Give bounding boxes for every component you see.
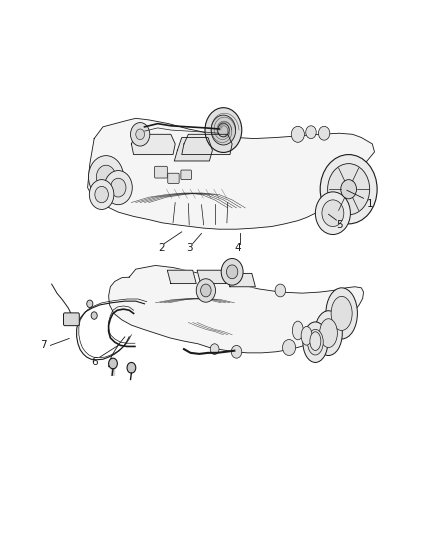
Ellipse shape xyxy=(303,322,328,362)
Circle shape xyxy=(291,126,304,142)
Circle shape xyxy=(201,284,211,297)
Circle shape xyxy=(104,171,132,205)
Circle shape xyxy=(109,358,117,369)
Circle shape xyxy=(221,259,243,285)
Circle shape xyxy=(127,362,136,373)
Circle shape xyxy=(322,200,344,227)
Text: 5: 5 xyxy=(336,220,343,230)
Ellipse shape xyxy=(326,288,357,339)
Circle shape xyxy=(110,178,126,197)
Polygon shape xyxy=(197,270,226,284)
Text: 2: 2 xyxy=(158,243,165,253)
Ellipse shape xyxy=(307,329,323,355)
Circle shape xyxy=(341,180,357,199)
Polygon shape xyxy=(174,138,212,161)
FancyBboxPatch shape xyxy=(181,170,191,180)
Circle shape xyxy=(89,180,114,209)
Circle shape xyxy=(275,284,286,297)
Ellipse shape xyxy=(301,326,312,345)
Circle shape xyxy=(196,279,215,302)
Circle shape xyxy=(95,187,108,203)
Polygon shape xyxy=(131,134,175,155)
Circle shape xyxy=(91,312,97,319)
Polygon shape xyxy=(109,265,364,353)
Ellipse shape xyxy=(310,332,321,351)
FancyBboxPatch shape xyxy=(168,173,179,183)
Circle shape xyxy=(88,156,124,198)
Ellipse shape xyxy=(314,311,343,356)
Text: 1: 1 xyxy=(367,199,374,208)
Circle shape xyxy=(328,164,370,215)
Polygon shape xyxy=(88,118,374,229)
Text: 6: 6 xyxy=(91,358,98,367)
Ellipse shape xyxy=(320,319,337,348)
Circle shape xyxy=(96,165,116,189)
Circle shape xyxy=(205,108,242,152)
Circle shape xyxy=(283,340,296,356)
Circle shape xyxy=(231,345,242,358)
Text: 4: 4 xyxy=(234,243,241,253)
Circle shape xyxy=(87,300,93,308)
FancyBboxPatch shape xyxy=(155,166,167,178)
Ellipse shape xyxy=(293,321,304,340)
Circle shape xyxy=(211,115,236,145)
Polygon shape xyxy=(182,134,232,155)
Text: 7: 7 xyxy=(39,341,46,350)
FancyBboxPatch shape xyxy=(64,313,79,326)
Polygon shape xyxy=(167,270,196,284)
Text: 3: 3 xyxy=(186,243,193,253)
Circle shape xyxy=(226,265,238,279)
Circle shape xyxy=(315,192,350,235)
Circle shape xyxy=(136,129,145,140)
Circle shape xyxy=(218,123,229,137)
Circle shape xyxy=(210,344,219,354)
Polygon shape xyxy=(226,273,255,287)
Circle shape xyxy=(320,155,377,224)
Circle shape xyxy=(131,123,150,146)
Circle shape xyxy=(318,126,330,140)
Ellipse shape xyxy=(331,296,352,330)
Circle shape xyxy=(306,126,316,139)
